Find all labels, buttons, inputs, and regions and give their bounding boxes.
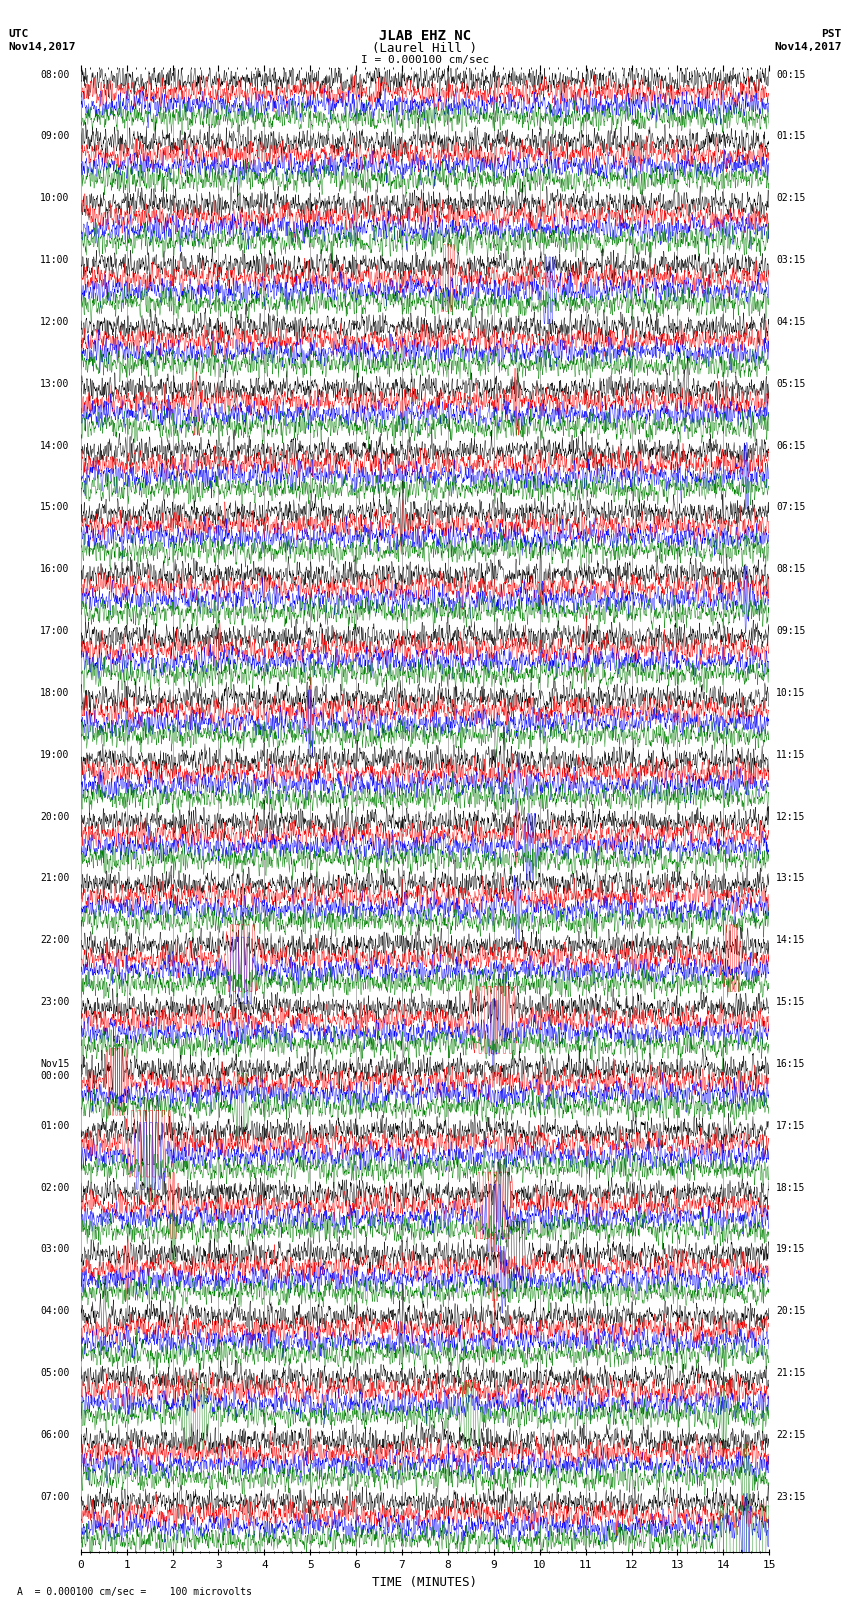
Text: JLAB EHZ NC: JLAB EHZ NC (379, 29, 471, 44)
Text: PST: PST (821, 29, 842, 39)
Text: 04:15: 04:15 (776, 316, 806, 327)
Text: 09:15: 09:15 (776, 626, 806, 636)
Text: 07:15: 07:15 (776, 502, 806, 513)
Text: 18:00: 18:00 (40, 687, 70, 698)
Text: 16:15: 16:15 (776, 1058, 806, 1069)
Text: 22:00: 22:00 (40, 936, 70, 945)
Text: 06:15: 06:15 (776, 440, 806, 450)
Text: 23:15: 23:15 (776, 1492, 806, 1502)
Text: Nov15
00:00: Nov15 00:00 (40, 1058, 70, 1081)
Text: 08:00: 08:00 (40, 69, 70, 79)
Text: 00:15: 00:15 (776, 69, 806, 79)
Text: Nov14,2017: Nov14,2017 (8, 42, 76, 52)
Text: 11:15: 11:15 (776, 750, 806, 760)
Text: 02:00: 02:00 (40, 1182, 70, 1192)
Text: Nov14,2017: Nov14,2017 (774, 42, 842, 52)
Text: 10:15: 10:15 (776, 687, 806, 698)
Text: I = 0.000100 cm/sec: I = 0.000100 cm/sec (361, 55, 489, 65)
Text: 07:00: 07:00 (40, 1492, 70, 1502)
Text: UTC: UTC (8, 29, 29, 39)
Text: 16:00: 16:00 (40, 565, 70, 574)
Text: 04:00: 04:00 (40, 1307, 70, 1316)
Text: 19:00: 19:00 (40, 750, 70, 760)
Text: 21:00: 21:00 (40, 873, 70, 884)
Text: 19:15: 19:15 (776, 1244, 806, 1255)
Text: 01:15: 01:15 (776, 131, 806, 142)
Text: 02:15: 02:15 (776, 194, 806, 203)
Text: 23:00: 23:00 (40, 997, 70, 1007)
Text: 06:00: 06:00 (40, 1429, 70, 1440)
X-axis label: TIME (MINUTES): TIME (MINUTES) (372, 1576, 478, 1589)
Text: 22:15: 22:15 (776, 1429, 806, 1440)
Text: 17:00: 17:00 (40, 626, 70, 636)
Text: (Laurel Hill ): (Laurel Hill ) (372, 42, 478, 55)
Text: 05:15: 05:15 (776, 379, 806, 389)
Text: 15:15: 15:15 (776, 997, 806, 1007)
Text: 10:00: 10:00 (40, 194, 70, 203)
Text: 11:00: 11:00 (40, 255, 70, 265)
Text: 12:15: 12:15 (776, 811, 806, 821)
Text: 05:00: 05:00 (40, 1368, 70, 1378)
Text: 18:15: 18:15 (776, 1182, 806, 1192)
Text: 03:00: 03:00 (40, 1244, 70, 1255)
Text: 17:15: 17:15 (776, 1121, 806, 1131)
Text: 12:00: 12:00 (40, 316, 70, 327)
Text: 03:15: 03:15 (776, 255, 806, 265)
Text: 14:00: 14:00 (40, 440, 70, 450)
Text: 13:15: 13:15 (776, 873, 806, 884)
Text: 08:15: 08:15 (776, 565, 806, 574)
Text: 01:00: 01:00 (40, 1121, 70, 1131)
Text: 09:00: 09:00 (40, 131, 70, 142)
Text: 21:15: 21:15 (776, 1368, 806, 1378)
Text: 14:15: 14:15 (776, 936, 806, 945)
Text: 20:15: 20:15 (776, 1307, 806, 1316)
Text: 20:00: 20:00 (40, 811, 70, 821)
Text: 13:00: 13:00 (40, 379, 70, 389)
Text: 15:00: 15:00 (40, 502, 70, 513)
Text: A  = 0.000100 cm/sec =    100 microvolts: A = 0.000100 cm/sec = 100 microvolts (17, 1587, 252, 1597)
